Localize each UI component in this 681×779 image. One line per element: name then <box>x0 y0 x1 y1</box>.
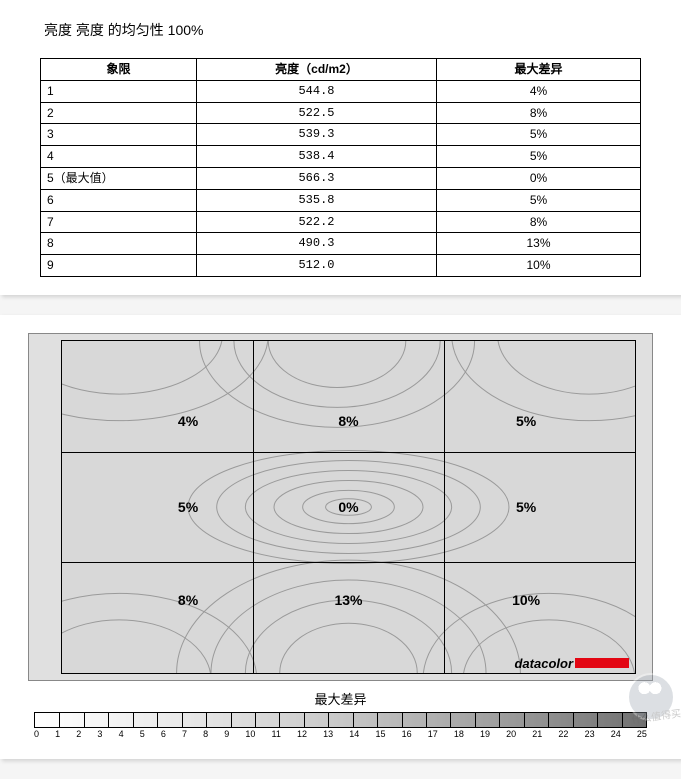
table-cell: 8% <box>437 102 641 124</box>
legend-tick: 20 <box>506 729 516 739</box>
table-row: 6535.85% <box>41 189 641 211</box>
grid-h2 <box>62 562 635 563</box>
table-cell: 10% <box>437 255 641 277</box>
table-row: 8490.313% <box>41 233 641 255</box>
legend-tick: 11 <box>272 729 281 739</box>
table-header-row: 象限 亮度（cd/m2） 最大差异 <box>41 59 641 81</box>
grid-cell-label: 10% <box>510 592 542 608</box>
table-cell: 522.2 <box>197 211 437 233</box>
table-cell: 512.0 <box>197 255 437 277</box>
legend-tick: 1 <box>55 729 60 739</box>
brand-text: datacolor <box>514 656 573 671</box>
table-cell: 5% <box>437 124 641 146</box>
legend-tick: 24 <box>611 729 621 739</box>
grid-v2 <box>444 341 445 673</box>
grid-cell-label: 0% <box>336 499 360 515</box>
legend-tick: 7 <box>182 729 187 739</box>
legend-tick: 15 <box>375 729 385 739</box>
table-cell: 0% <box>437 167 641 189</box>
grid-v1 <box>253 341 254 673</box>
contour-grid: datacolor 4% 8% 5% 5% 0% 5% 8% 13% 10% <box>61 340 636 674</box>
legend-tick: 13 <box>323 729 333 739</box>
legend-tick: 22 <box>558 729 568 739</box>
grid-cell-label: 5% <box>514 413 538 429</box>
legend-tick: 25 <box>637 729 647 739</box>
col-luminance: 亮度（cd/m2） <box>197 59 437 81</box>
legend-tick: 17 <box>428 729 438 739</box>
grid-h1 <box>62 452 635 453</box>
table-cell: 5（最大值） <box>41 167 197 189</box>
table-cell: 8% <box>437 211 641 233</box>
chart-frame: datacolor 4% 8% 5% 5% 0% 5% 8% 13% 10% <box>28 333 653 681</box>
table-cell: 5% <box>437 189 641 211</box>
legend-tick: 10 <box>245 729 255 739</box>
luminance-table: 象限 亮度（cd/m2） 最大差异 1544.84%2522.58%3539.3… <box>40 58 641 277</box>
table-row: 5（最大值）566.30% <box>41 167 641 189</box>
legend-tick: 2 <box>76 729 81 739</box>
table-body: 1544.84%2522.58%3539.35%4538.45%5（最大值）56… <box>41 80 641 276</box>
legend-tick: 16 <box>402 729 412 739</box>
legend-tick: 3 <box>97 729 102 739</box>
table-cell: 3 <box>41 124 197 146</box>
table-cell: 5% <box>437 146 641 168</box>
grid-cell-label: 13% <box>332 592 364 608</box>
brand-logo: datacolor <box>514 656 629 671</box>
legend-title: 最大差异 <box>28 689 653 708</box>
table-cell: 538.4 <box>197 146 437 168</box>
page-title: 亮度 亮度 的均匀性 100% <box>44 20 641 40</box>
table-row: 9512.010% <box>41 255 641 277</box>
col-maxdiff: 最大差异 <box>437 59 641 81</box>
legend-tick: 4 <box>119 729 124 739</box>
table-row: 3539.35% <box>41 124 641 146</box>
legend-tick: 5 <box>140 729 145 739</box>
table-cell: 1 <box>41 80 197 102</box>
grid-cell-label: 5% <box>176 499 200 515</box>
table-cell: 522.5 <box>197 102 437 124</box>
table-row: 7522.28% <box>41 211 641 233</box>
table-row: 4538.45% <box>41 146 641 168</box>
grid-cell-label: 8% <box>336 413 360 429</box>
table-cell: 544.8 <box>197 80 437 102</box>
legend-tick: 0 <box>34 729 39 739</box>
legend-tick: 19 <box>480 729 490 739</box>
legend-tick: 14 <box>349 729 359 739</box>
legend-ticks: 0123456789101112131415161718192021222324… <box>34 728 647 739</box>
table-cell: 4 <box>41 146 197 168</box>
table-cell: 9 <box>41 255 197 277</box>
report-chart-card: datacolor 4%8%5%5%0%5%8%13%10% 最大差异 0123… <box>0 315 681 759</box>
table-cell: 566.3 <box>197 167 437 189</box>
legend-tick: 23 <box>585 729 595 739</box>
table-cell: 8 <box>41 233 197 255</box>
grid-cell-label: 5% <box>514 499 538 515</box>
table-cell: 535.8 <box>197 189 437 211</box>
table-row: 2522.58% <box>41 102 641 124</box>
table-cell: 539.3 <box>197 124 437 146</box>
legend-tick: 21 <box>532 729 542 739</box>
legend-tick: 9 <box>224 729 229 739</box>
legend-tick: 8 <box>203 729 208 739</box>
table-cell: 7 <box>41 211 197 233</box>
legend-wrap: 0123456789101112131415161718192021222324… <box>28 712 653 739</box>
brand-bar <box>575 658 629 668</box>
table-cell: 6 <box>41 189 197 211</box>
table-row: 1544.84% <box>41 80 641 102</box>
legend-tick: 6 <box>161 729 166 739</box>
table-cell: 4% <box>437 80 641 102</box>
legend-tick: 18 <box>454 729 464 739</box>
table-cell: 13% <box>437 233 641 255</box>
table-cell: 2 <box>41 102 197 124</box>
grid-cell-label: 8% <box>176 592 200 608</box>
table-cell: 490.3 <box>197 233 437 255</box>
legend-gradient-bar <box>34 712 647 728</box>
grid-cell-label: 4% <box>176 413 200 429</box>
report-top-card: 亮度 亮度 的均匀性 100% 象限 亮度（cd/m2） 最大差异 1544.8… <box>0 0 681 295</box>
col-quadrant: 象限 <box>41 59 197 81</box>
legend-tick: 12 <box>297 729 307 739</box>
